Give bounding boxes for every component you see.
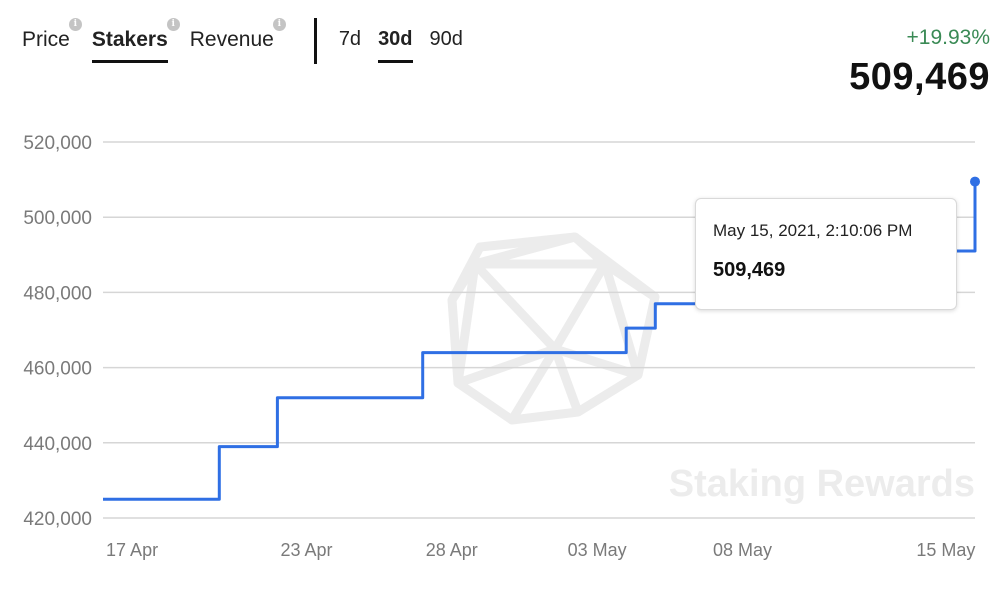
tab-divider xyxy=(313,18,317,64)
tab-stakers[interactable]: Stakers i xyxy=(91,18,180,63)
y-tick-label: 460,000 xyxy=(23,359,92,380)
range-90d[interactable]: 90d xyxy=(429,28,463,50)
range-7d[interactable]: 7d xyxy=(338,28,362,50)
x-tick-label: 17 Apr xyxy=(106,540,158,560)
x-tick-label: 15 May xyxy=(916,540,975,560)
tab-stakers-label: Stakers xyxy=(91,28,168,51)
tooltip-value: 509,469 xyxy=(713,259,786,281)
tooltip: May 15, 2021, 2:10:06 PM 509,469 xyxy=(695,198,957,310)
x-tick-label: 08 May xyxy=(713,540,772,560)
x-tick-label: 28 Apr xyxy=(426,540,478,560)
grid xyxy=(103,141,975,519)
series xyxy=(103,176,980,501)
icosahedron-logo xyxy=(447,232,660,425)
y-axis: 420,000 440,000 460,000 480,000 500,000 520,0… xyxy=(23,133,92,530)
y-tick-label: 500,000 xyxy=(23,208,92,229)
y-tick-label: 480,000 xyxy=(23,283,92,304)
info-icon[interactable]: i xyxy=(68,18,82,31)
watermark: Staking Rewards xyxy=(447,232,975,505)
tab-price[interactable]: Price i xyxy=(22,18,82,52)
change-percent: +19.93% xyxy=(906,26,991,49)
series-line xyxy=(103,181,977,501)
x-tick-label: 23 Apr xyxy=(280,540,332,560)
y-tick-label: 440,000 xyxy=(23,434,92,455)
tab-price-label: Price xyxy=(22,28,70,51)
x-tick-label: 03 May xyxy=(568,540,627,560)
y-tick-label: 520,000 xyxy=(23,133,92,154)
tab-revenue[interactable]: Revenue i xyxy=(189,18,286,52)
metric-tabs: Price i Stakers i Revenue i 7d 30d 90d xyxy=(22,18,480,68)
tab-revenue-label: Revenue xyxy=(189,28,274,51)
info-icon[interactable]: i xyxy=(272,18,286,31)
x-axis: 17 Apr 23 Apr 28 Apr 03 May 08 May 15 May xyxy=(106,540,975,560)
highlight-point xyxy=(970,176,980,187)
tooltip-date: May 15, 2021, 2:10:06 PM xyxy=(713,221,913,240)
watermark-text: Staking Rewards xyxy=(669,463,975,505)
range-30d[interactable]: 30d xyxy=(378,22,414,63)
current-value: 509,469 xyxy=(849,56,990,98)
info-icon[interactable]: i xyxy=(166,18,180,31)
y-tick-label: 420,000 xyxy=(23,509,92,530)
